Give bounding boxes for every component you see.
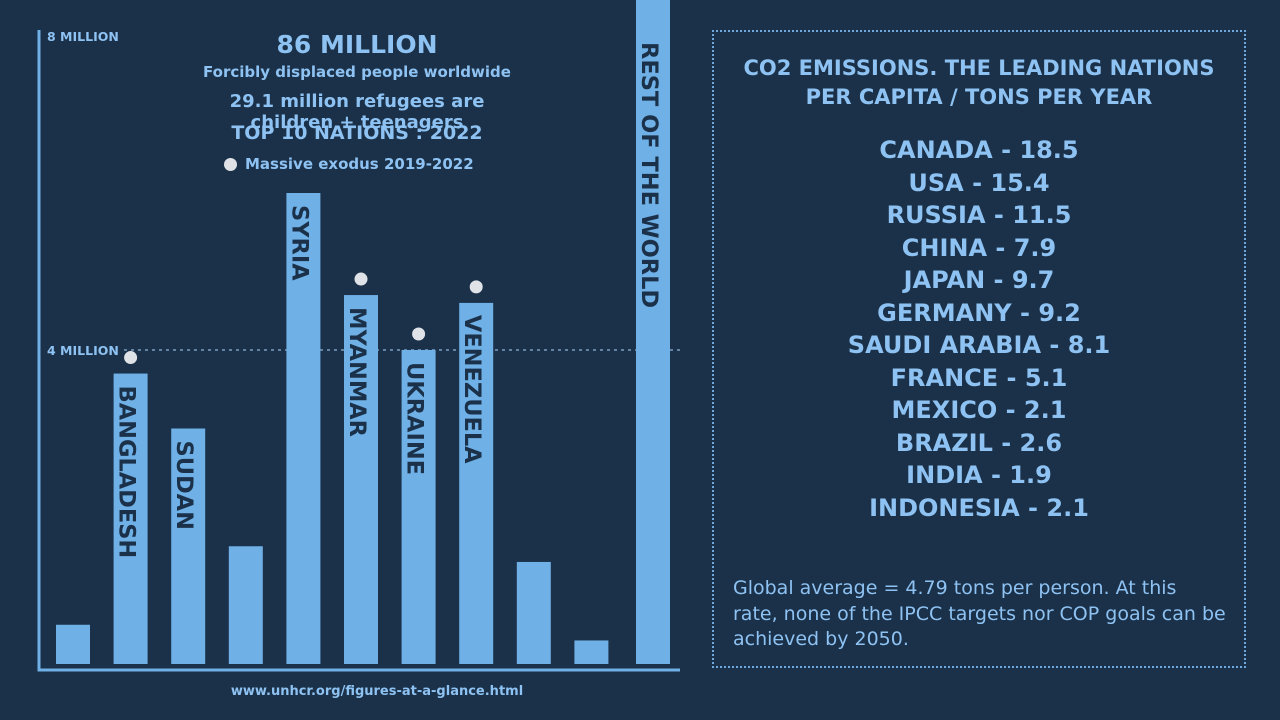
exodus-marker [412,327,426,341]
chart-subtitle: Forcibly displaced people worldwide [203,63,511,81]
list-item: CANADA - 18.5 [879,136,1079,164]
bar [574,640,609,664]
y-tick-label: 8 MILLION [47,29,119,44]
bar-label: HAITI [56,550,82,618]
list-item: FRANCE - 5.1 [890,363,1068,392]
co2-panel-title-line1: CO2 EMISSIONS. THE LEADING NATIONS [743,56,1215,80]
bar [228,546,263,664]
list-item: USA - 15.4 [908,168,1050,197]
bar [516,561,551,664]
list-item: JAPAN - 9.7 [903,266,1055,294]
exodus-marker [124,351,138,365]
bar-label: VENEZUELA [459,315,485,464]
y-tick-label: 4 MILLION [47,343,119,358]
exodus-marker [354,272,368,286]
bar [286,193,321,664]
legend-label: Massive exodus 2019-2022 [245,155,474,173]
list-item: RUSSIA - 11.5 [886,201,1072,229]
source-link[interactable]: www.unhcr.org/figures-at-a-glance.html [230,684,524,699]
list-item: MEXICO - 2.1 [891,396,1067,424]
exodus-marker [469,280,483,294]
list-item: SAUDI ARABIA - 8.1 [847,331,1111,359]
bar-label: SYRIA [286,205,312,281]
bar-label: INDIA [574,563,600,635]
bar-label: BANGLADESH [114,386,140,559]
list-item: INDIA - 1.9 [906,461,1052,489]
bar [636,0,670,664]
co2-panel: CO2 EMISSIONS. THE LEADING NATIONS PER C… [712,30,1246,668]
global-average-note: Global average = 4.79 tons per person. A… [733,577,1226,650]
bar [459,302,494,664]
bar-label: SUDAN [171,441,197,530]
list-item: INDONESIA - 2.1 [869,493,1089,522]
co2-list: CANADA - 18.5 USA - 15.4 RUSSIA - 11.5 C… [714,134,1244,524]
chart-legend: Massive exodus 2019-2022 [224,155,474,173]
bar [344,295,378,664]
co2-panel-title: CO2 EMISSIONS. THE LEADING NATIONS PER C… [714,54,1244,112]
children-refugees-note: 29.1 million refugees are children + tee… [229,91,485,133]
bar-label: PALESTINE [229,405,255,541]
top-nations-heading: TOP 10 NATIONS : 2022 [231,122,483,144]
bar [401,350,436,664]
list-item: CHINA - 7.9 [901,233,1057,262]
list-item: GERMANY - 9.2 [877,298,1081,327]
chart-title: 86 MILLION [276,30,438,59]
exodus-marker-icon [224,157,237,171]
bar [56,624,90,664]
bar-label: REST OF THE WORLD [636,42,662,308]
bar-label: UKRAINE [402,362,428,475]
co2-panel-title-line2: PER CAPITA / TONS PER YEAR [805,85,1153,109]
bar-label: MYANMAR [344,307,370,437]
bar [171,428,206,664]
list-item: BRAZIL - 2.6 [895,428,1063,457]
bar-chart: 4 MILLION 8 MILLION HAITI BANGLADESH SUDAN PA… [37,0,680,672]
bar [113,373,148,664]
bar-label: PAKISTAN [517,432,543,556]
